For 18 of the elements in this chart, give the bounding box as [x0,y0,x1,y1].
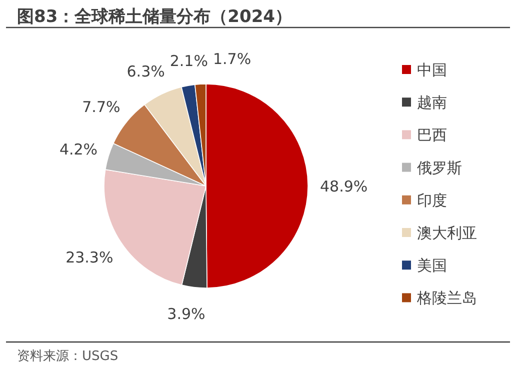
legend-label: 俄罗斯 [417,158,462,177]
legend-label: 越南 [417,94,447,112]
legend-label: 澳大利亚 [417,224,477,242]
legend-label: 格陵兰岛 [416,289,477,308]
data-label: 7.7% [82,98,120,116]
legend-label: 中国 [417,61,447,79]
data-label: 23.3% [66,248,114,267]
legend-label: 美国 [417,256,447,275]
data-label: 3.9% [167,305,206,324]
data-label: 1.7% [212,50,252,68]
data-label: 4.2% [59,140,98,159]
data-label: 2.1% [170,52,208,70]
data-label: 6.3% [126,62,165,80]
chart-title: 图83：全球稀土储量分布（2024） [17,7,292,27]
legend-label: 印度 [417,191,447,210]
legend-label: 巴西 [417,126,447,144]
text: 资料来源：USGS [17,349,118,364]
data-label: 48.9% [320,177,368,196]
